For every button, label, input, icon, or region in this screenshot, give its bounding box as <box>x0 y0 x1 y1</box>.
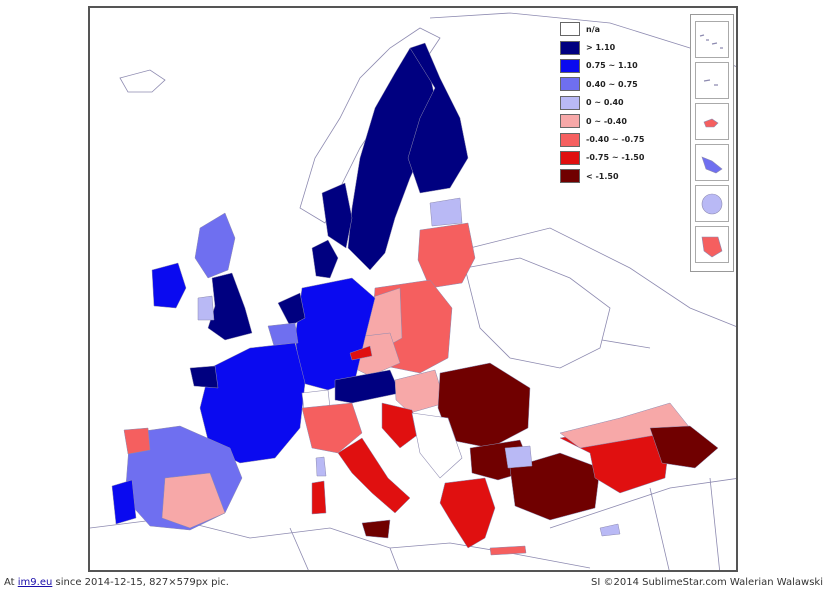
footer-prefix: At <box>4 577 18 588</box>
region-spain-south <box>161 472 226 529</box>
legend-swatch <box>560 58 580 73</box>
footer-attribution: At im9.eu since 2014-12-15, 827×579px pi… <box>4 577 229 588</box>
region-ireland <box>151 262 187 309</box>
region-estonia <box>429 197 463 227</box>
legend-item: 0.75 ~ 1.10 <box>560 57 644 75</box>
footer-credit: SI ©2014 SublimeStar.com Walerian Walaws… <box>591 577 823 588</box>
legend-swatch <box>560 114 580 129</box>
footer-suffix: since 2014-12-15, 827×579px pic. <box>52 577 229 588</box>
region-istanbul <box>504 445 533 469</box>
legend-swatch <box>560 150 580 165</box>
legend-label: > 1.10 <box>586 43 616 53</box>
region-brittany <box>189 365 219 389</box>
outline-middle-east <box>549 477 736 570</box>
region-bohemia-accent <box>349 345 373 361</box>
region-serbia-bosnia <box>411 412 463 479</box>
footer: At im9.eu since 2014-12-15, 827×579px pi… <box>0 576 827 591</box>
region-germany <box>294 277 376 391</box>
legend-label: < -1.50 <box>586 171 619 181</box>
region-turkey-east <box>649 425 719 469</box>
inset-panel <box>690 14 734 272</box>
region-hungary <box>394 369 446 414</box>
legend-swatch <box>560 40 580 55</box>
region-romania <box>437 362 531 449</box>
region-turkey-west <box>509 452 601 521</box>
region-denmark <box>311 239 339 279</box>
region-netherlands <box>277 292 306 327</box>
inset-madeira <box>695 62 729 99</box>
inset-azores <box>695 21 729 58</box>
legend-item: 0 ~ 0.40 <box>560 94 644 112</box>
legend-label: 0.75 ~ 1.10 <box>586 61 638 71</box>
outline-belarus-ukraine <box>464 257 611 369</box>
region-crete <box>489 545 527 556</box>
inset-guadeloupe <box>695 144 729 181</box>
region-france <box>199 342 306 464</box>
region-belgium <box>267 322 299 347</box>
region-corsica <box>315 456 327 477</box>
legend-label: 0.40 ~ 0.75 <box>586 79 638 89</box>
legend-item: 0.40 ~ 0.75 <box>560 75 644 93</box>
region-sardinia <box>311 480 327 515</box>
legend-swatch <box>560 95 580 110</box>
region-galicia <box>123 427 151 455</box>
inset-guiana <box>695 226 729 263</box>
region-latvia-lithuania <box>417 222 476 289</box>
legend-swatch <box>560 77 580 92</box>
legend-swatch <box>560 132 580 147</box>
legend-label: -0.75 ~ -1.50 <box>586 153 645 163</box>
legend: n/a > 1.10 0.75 ~ 1.10 0.40 ~ 0.75 0 ~ 0.40 0… <box>560 20 644 186</box>
inset-reunion <box>695 185 729 222</box>
region-sicily <box>361 519 391 539</box>
legend-item: < -1.50 <box>560 167 644 185</box>
legend-label: n/a <box>586 24 601 34</box>
region-cyprus <box>599 523 621 537</box>
region-portugal <box>111 479 137 525</box>
region-england <box>207 272 253 341</box>
legend-label: -0.40 ~ -0.75 <box>586 135 645 145</box>
legend-swatch <box>560 22 580 37</box>
region-scotland <box>194 212 236 279</box>
map-frame: n/a > 1.10 0.75 ~ 1.10 0.40 ~ 0.75 0 ~ 0.40 0… <box>88 6 738 572</box>
region-austria <box>334 369 401 404</box>
outline-iceland <box>119 69 166 93</box>
region-croatia <box>381 402 421 449</box>
legend-label: 0 ~ 0.40 <box>586 98 624 108</box>
legend-item: -0.40 ~ -0.75 <box>560 130 644 148</box>
region-wales <box>197 295 215 321</box>
legend-item: > 1.10 <box>560 38 644 56</box>
legend-label: 0 ~ -0.40 <box>586 116 627 126</box>
choropleth-map <box>90 12 736 570</box>
region-greece <box>439 477 496 549</box>
legend-item: 0 ~ -0.40 <box>560 112 644 130</box>
legend-item: -0.75 ~ -1.50 <box>560 149 644 167</box>
region-italy-south <box>337 437 411 514</box>
inset-canary <box>695 103 729 140</box>
region-italy-north <box>301 402 363 454</box>
legend-item: n/a <box>560 20 644 38</box>
region-finland <box>407 42 469 194</box>
region-norway-south <box>321 182 353 249</box>
legend-swatch <box>560 169 580 184</box>
footer-site-link[interactable]: im9.eu <box>17 577 53 588</box>
